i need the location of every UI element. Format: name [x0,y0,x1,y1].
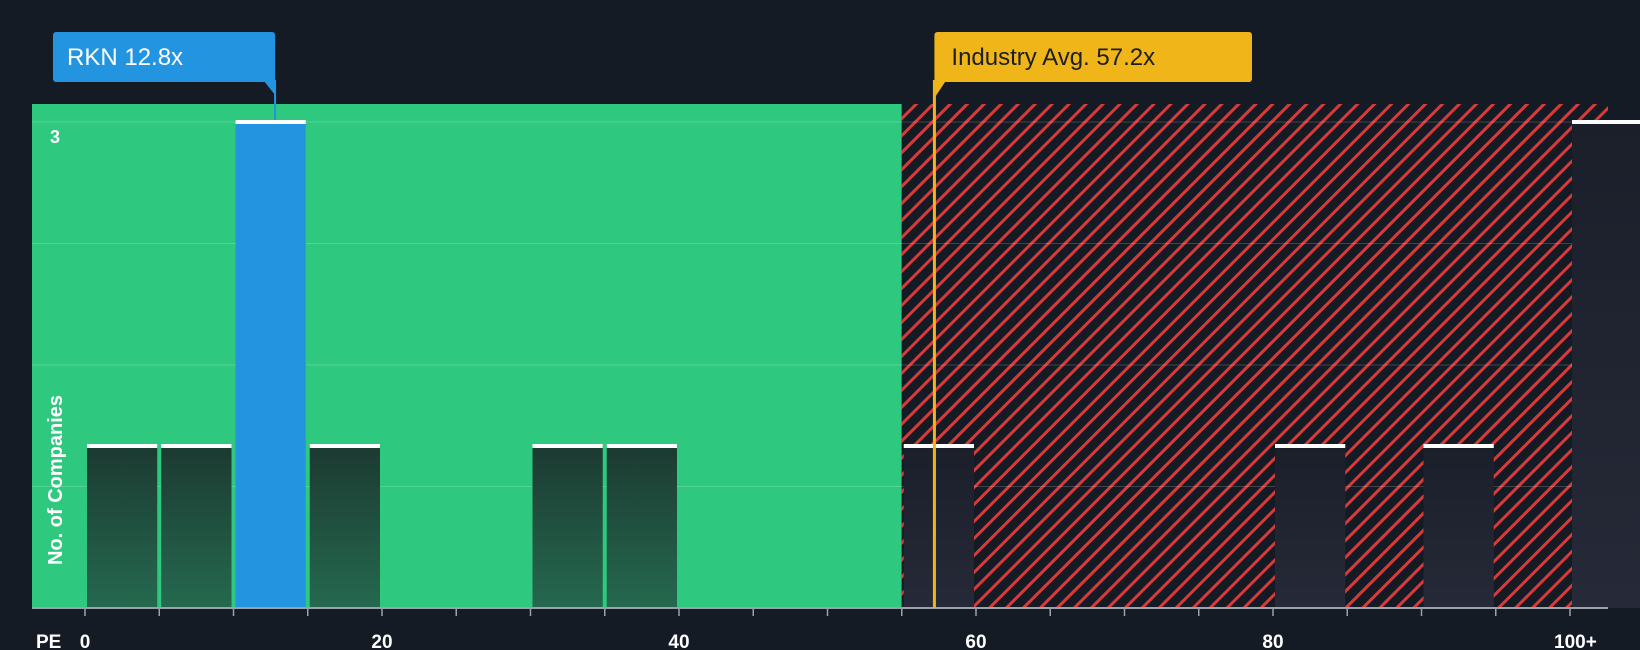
bar [606,446,677,608]
industry-callout-label: Industry Avg. 57.2x [951,44,1155,71]
x-axis-label: PE [36,632,61,650]
company-callout-pointer [263,80,276,95]
company-callout-label: RKN 12.8x [67,44,183,71]
bar-cap [532,444,603,448]
x-tick-label: 80 [1262,632,1283,650]
x-tick-label: 100+ [1554,632,1597,650]
bar [1275,446,1346,608]
bar [87,446,158,608]
bar-cap [309,444,380,448]
bar-cap [161,444,232,448]
bar [309,446,380,608]
bar-cap [903,444,974,448]
bar [161,446,232,608]
overvalued-zone [901,104,1608,608]
y-tick-label: 3 [50,127,60,147]
bar-highlight [235,122,306,608]
bar-cap [87,444,158,448]
bar-cap [1572,120,1640,124]
bar [532,446,603,608]
x-tick-label: 0 [80,632,91,650]
bar [1423,446,1494,608]
bar-cap [606,444,677,448]
bar [903,446,974,608]
bar-cap [1275,444,1346,448]
bar-cap [1423,444,1494,448]
bar [1572,122,1640,608]
x-tick-label: 60 [965,632,986,650]
y-axis-label: No. of Companies [45,395,67,565]
company-callout [53,32,276,82]
industry-callout-pointer [934,80,947,98]
bar-cap [235,120,306,124]
industry-callout [934,32,1252,82]
x-tick-label: 20 [371,632,392,650]
x-tick-label: 40 [668,632,689,650]
